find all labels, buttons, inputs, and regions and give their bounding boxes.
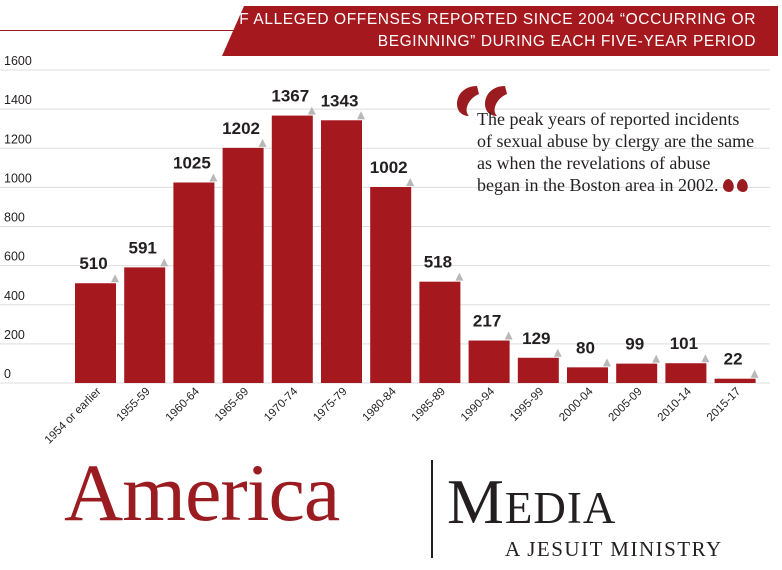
logo-divider: [431, 460, 433, 558]
x-tick-label: 1954 or earlier: [43, 386, 104, 447]
chart-title-banner: NUMBER OF ALLEGED OFFENSES REPORTED SINC…: [222, 6, 778, 56]
bar-value-label: 129: [522, 329, 550, 348]
y-tick-label: 1400: [4, 93, 32, 107]
logo-tagline: A JESUIT MINISTRY: [505, 537, 723, 561]
bar: [173, 182, 215, 383]
bar-top-marker: [701, 354, 710, 363]
x-tick-label: 1970-74: [262, 385, 301, 424]
bar-top-marker: [750, 369, 759, 378]
bar-value-label: 1002: [370, 158, 408, 177]
bar-top-marker: [258, 138, 267, 147]
bar-top-marker: [504, 331, 513, 340]
y-tick-label: 1200: [4, 132, 32, 146]
y-tick-label: 1600: [4, 54, 32, 68]
bar: [124, 267, 166, 383]
y-tick-label: 400: [4, 289, 25, 303]
bar-value-label: 22: [724, 350, 743, 369]
bar: [271, 115, 313, 383]
x-axis-ticks: 1954 or earlier 1955-59 1960-64 1965-69 1970…: [43, 385, 744, 446]
bar-value-label: 80: [576, 338, 595, 357]
bar-top-marker: [455, 272, 464, 281]
bar-value-label: 1202: [222, 119, 260, 138]
bar: [370, 186, 412, 383]
bar: [468, 340, 510, 383]
bars: [75, 106, 759, 383]
bar-top-marker: [652, 354, 661, 363]
bar: [714, 378, 756, 383]
bar-value-label: 510: [79, 254, 107, 273]
close-quote-icon: [722, 179, 748, 192]
x-tick-label: 1985-89: [410, 386, 448, 424]
open-quote-icon: [457, 86, 507, 116]
bar-value-label: 101: [670, 334, 698, 353]
bar: [567, 367, 608, 383]
bar-value-label: 99: [625, 335, 644, 354]
y-tick-label: 1000: [4, 171, 32, 185]
chart-title-line-2: BEGINNING” DURING EACH FIVE-YEAR PERIOD: [377, 33, 756, 50]
x-tick-label: 1980-84: [360, 385, 399, 424]
bar: [321, 120, 362, 383]
bar-top-marker: [160, 258, 169, 267]
bar-top-marker: [406, 177, 415, 186]
pull-quote-text: The peak years of reported incidents of …: [477, 108, 757, 196]
chart-title-line-1: NUMBER OF ALLEGED OFFENSES REPORTED SINC…: [150, 11, 756, 28]
logo-america: America: [64, 447, 340, 538]
bar-top-marker: [209, 173, 218, 182]
bar-value-label: 1025: [173, 153, 211, 172]
bar-top-marker: [307, 106, 316, 115]
bar-value-label: 1343: [321, 91, 359, 110]
y-tick-label: 600: [4, 250, 25, 264]
x-tick-label: 1960-64: [164, 385, 203, 424]
bar-value-label: 518: [424, 253, 452, 272]
y-tick-label: 200: [4, 328, 25, 342]
x-tick-label: 1995-99: [508, 386, 546, 424]
banner-rule: [0, 30, 240, 31]
pull-quote: The peak years of reported incidents of …: [455, 80, 755, 230]
x-tick-label: 1955-59: [114, 386, 152, 424]
y-tick-label: 800: [4, 211, 25, 225]
bar: [75, 283, 116, 383]
pull-quote-body: The peak years of reported incidents of …: [477, 109, 755, 195]
x-tick-label: 1990-94: [459, 385, 498, 424]
bar: [616, 363, 658, 383]
y-tick-label: 0: [4, 367, 11, 381]
x-tick-label: 2015-17: [705, 386, 743, 424]
bar: [419, 281, 461, 383]
bar-value-label: 217: [473, 312, 501, 331]
bar-top-marker: [553, 348, 562, 357]
bar-top-marker: [111, 274, 119, 283]
bar-value-label: 1367: [271, 87, 309, 106]
x-tick-label: 1975-79: [311, 386, 349, 424]
logo-media: Media: [447, 466, 617, 537]
y-axis-ticks: 0 200 400 600 800 1000 1200 1400 1600: [4, 54, 32, 381]
bar: [517, 357, 559, 383]
bar: [665, 363, 707, 383]
bar-value-label: 591: [129, 238, 157, 257]
bar-chart: 0 200 400 600 800 1000 1200 1400 1600 510 591 1025…: [0, 54, 770, 447]
x-tick-label: 2000-04: [557, 385, 596, 424]
x-tick-label: 2005-09: [606, 386, 644, 424]
x-tick-label: 1965-69: [213, 386, 251, 424]
bar: [222, 147, 264, 383]
bar-top-marker: [603, 358, 611, 367]
x-tick-label: 2010-14: [656, 385, 695, 424]
bar-top-marker: [357, 111, 365, 120]
value-labels: 510 591 1025 1202 1367 1343 1002 518 217 129 80 99 1…: [79, 87, 742, 369]
